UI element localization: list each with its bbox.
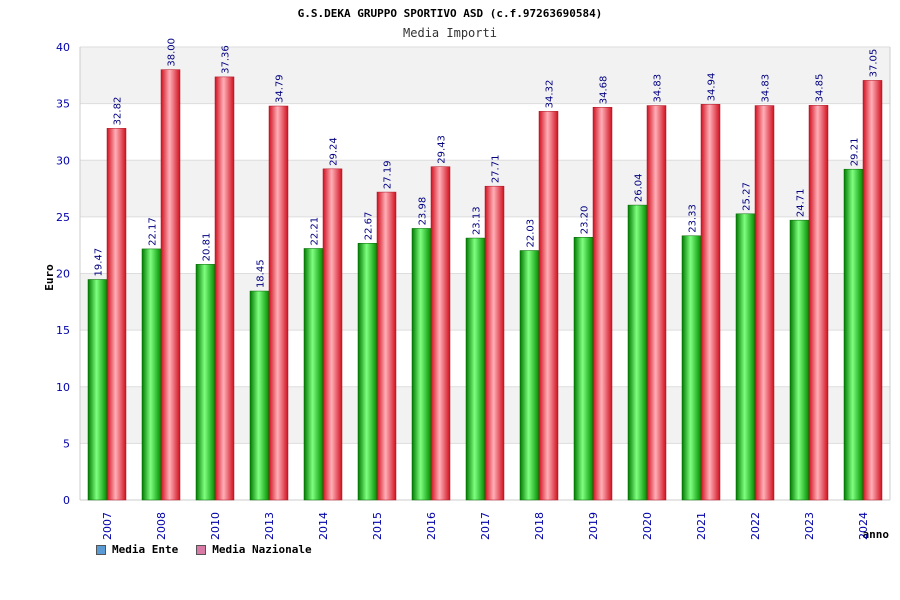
- x-tick-label: 2020: [641, 512, 654, 540]
- bar-media-nazionale: [538, 111, 559, 501]
- y-tick-label: 25: [56, 211, 70, 224]
- x-tick-label: 2013: [263, 512, 276, 540]
- x-tick-label: 2024: [857, 512, 870, 540]
- bar-media-ente: [357, 243, 378, 501]
- bar-value-label: 29.43: [437, 135, 448, 164]
- bar-value-label: 37.05: [869, 49, 880, 78]
- legend-item-media-nazionale: Media Nazionale: [196, 543, 312, 556]
- bar-media-nazionale: [160, 69, 181, 501]
- y-tick-label: 20: [56, 268, 70, 281]
- bar-media-ente: [627, 204, 648, 501]
- bar-media-nazionale: [808, 105, 829, 501]
- bar-media-ente: [411, 228, 432, 501]
- x-axis-label: anno: [863, 528, 890, 541]
- y-tick-label: 35: [56, 98, 70, 111]
- x-tick-label: 2021: [695, 512, 708, 540]
- legend-item-media-ente: Media Ente: [96, 543, 178, 556]
- x-tick-label: 2019: [587, 512, 600, 540]
- bar-media-ente: [249, 290, 270, 501]
- y-tick-label: 10: [56, 381, 70, 394]
- bar-value-label: 26.04: [634, 173, 645, 202]
- y-tick-label: 5: [63, 437, 70, 450]
- y-axis-label: Euro: [43, 264, 56, 291]
- bar-media-ente: [681, 235, 702, 501]
- x-tick-label: 2018: [533, 512, 546, 540]
- bar-media-nazionale: [106, 128, 127, 501]
- bar-media-nazionale: [592, 106, 613, 501]
- bar-media-ente: [465, 237, 486, 501]
- bar-value-label: 32.82: [113, 97, 124, 126]
- y-tick-label: 30: [56, 154, 70, 167]
- bar-media-nazionale: [376, 191, 397, 501]
- bar-media-ente: [789, 219, 810, 501]
- x-tick-label: 2016: [425, 512, 438, 540]
- bar-value-label: 29.21: [850, 138, 861, 167]
- x-tick-label: 2010: [209, 512, 222, 540]
- bar-value-label: 22.67: [364, 212, 375, 241]
- bar-value-label: 22.03: [526, 219, 537, 248]
- x-tick-label: 2023: [803, 512, 816, 540]
- legend-swatch: [196, 544, 207, 555]
- bar-value-label: 27.19: [383, 160, 394, 189]
- bar-media-ente: [303, 248, 324, 501]
- bar-value-label: 34.83: [761, 74, 772, 103]
- bar-value-label: 29.24: [329, 137, 340, 166]
- bar-value-label: 34.32: [545, 80, 556, 109]
- bar-value-label: 18.45: [256, 259, 267, 288]
- bar-value-label: 24.71: [796, 189, 807, 218]
- bar-media-ente: [573, 237, 594, 501]
- y-tick-label: 40: [56, 41, 70, 54]
- bar-media-nazionale: [430, 166, 451, 501]
- bar-media-ente: [843, 168, 864, 501]
- bar-media-ente: [195, 264, 216, 501]
- y-tick-label: 15: [56, 324, 70, 337]
- bar-media-ente: [87, 279, 108, 501]
- bar-value-label: 23.98: [418, 197, 429, 226]
- bar-value-label: 23.20: [580, 206, 591, 235]
- y-tick-label: 0: [63, 494, 70, 507]
- bar-value-label: 19.47: [94, 248, 105, 277]
- bar-value-label: 34.79: [275, 74, 286, 103]
- x-tick-label: 2008: [155, 512, 168, 540]
- bar-value-label: 23.13: [472, 206, 483, 235]
- bar-value-label: 20.81: [202, 233, 213, 262]
- chart-title: G.S.DEKA GRUPPO SPORTIVO ASD (c.f.972636…: [297, 7, 603, 20]
- bar-value-label: 34.85: [815, 74, 826, 103]
- bar-media-nazionale: [214, 76, 235, 501]
- x-tick-label: 2014: [317, 512, 330, 540]
- x-tick-label: 2015: [371, 512, 384, 540]
- bar-value-label: 23.33: [688, 204, 699, 233]
- bar-media-nazionale: [484, 185, 505, 501]
- bar-value-label: 34.83: [653, 74, 664, 103]
- bar-media-nazionale: [646, 105, 667, 501]
- bar-value-label: 38.00: [167, 38, 178, 67]
- bar-value-label: 34.94: [707, 73, 718, 102]
- bar-value-label: 22.17: [148, 217, 159, 246]
- bar-media-nazionale: [322, 168, 343, 501]
- bar-value-label: 25.27: [742, 182, 753, 211]
- chart-subtitle: Media Importi: [403, 26, 497, 40]
- bar-media-ente: [735, 213, 756, 501]
- legend-swatch: [96, 544, 106, 555]
- legend-label: Media Nazionale: [212, 543, 312, 556]
- x-tick-label: 2022: [749, 512, 762, 540]
- legend-label: Media Ente: [112, 543, 179, 556]
- bar-media-ente: [519, 250, 540, 501]
- x-tick-label: 2017: [479, 512, 492, 540]
- bar-media-nazionale: [268, 105, 289, 501]
- bar-value-label: 37.36: [221, 45, 232, 74]
- bar-value-label: 27.71: [491, 155, 502, 184]
- chart-legend: Media Ente Media Nazionale: [96, 543, 312, 556]
- bar-value-label: 22.21: [310, 217, 321, 246]
- bar-value-label: 34.68: [599, 76, 610, 105]
- bar-media-ente: [141, 248, 162, 501]
- bar-media-nazionale: [700, 104, 721, 501]
- bar-media-nazionale: [754, 105, 775, 501]
- bar-media-nazionale: [862, 80, 883, 501]
- x-tick-label: 2007: [101, 512, 114, 540]
